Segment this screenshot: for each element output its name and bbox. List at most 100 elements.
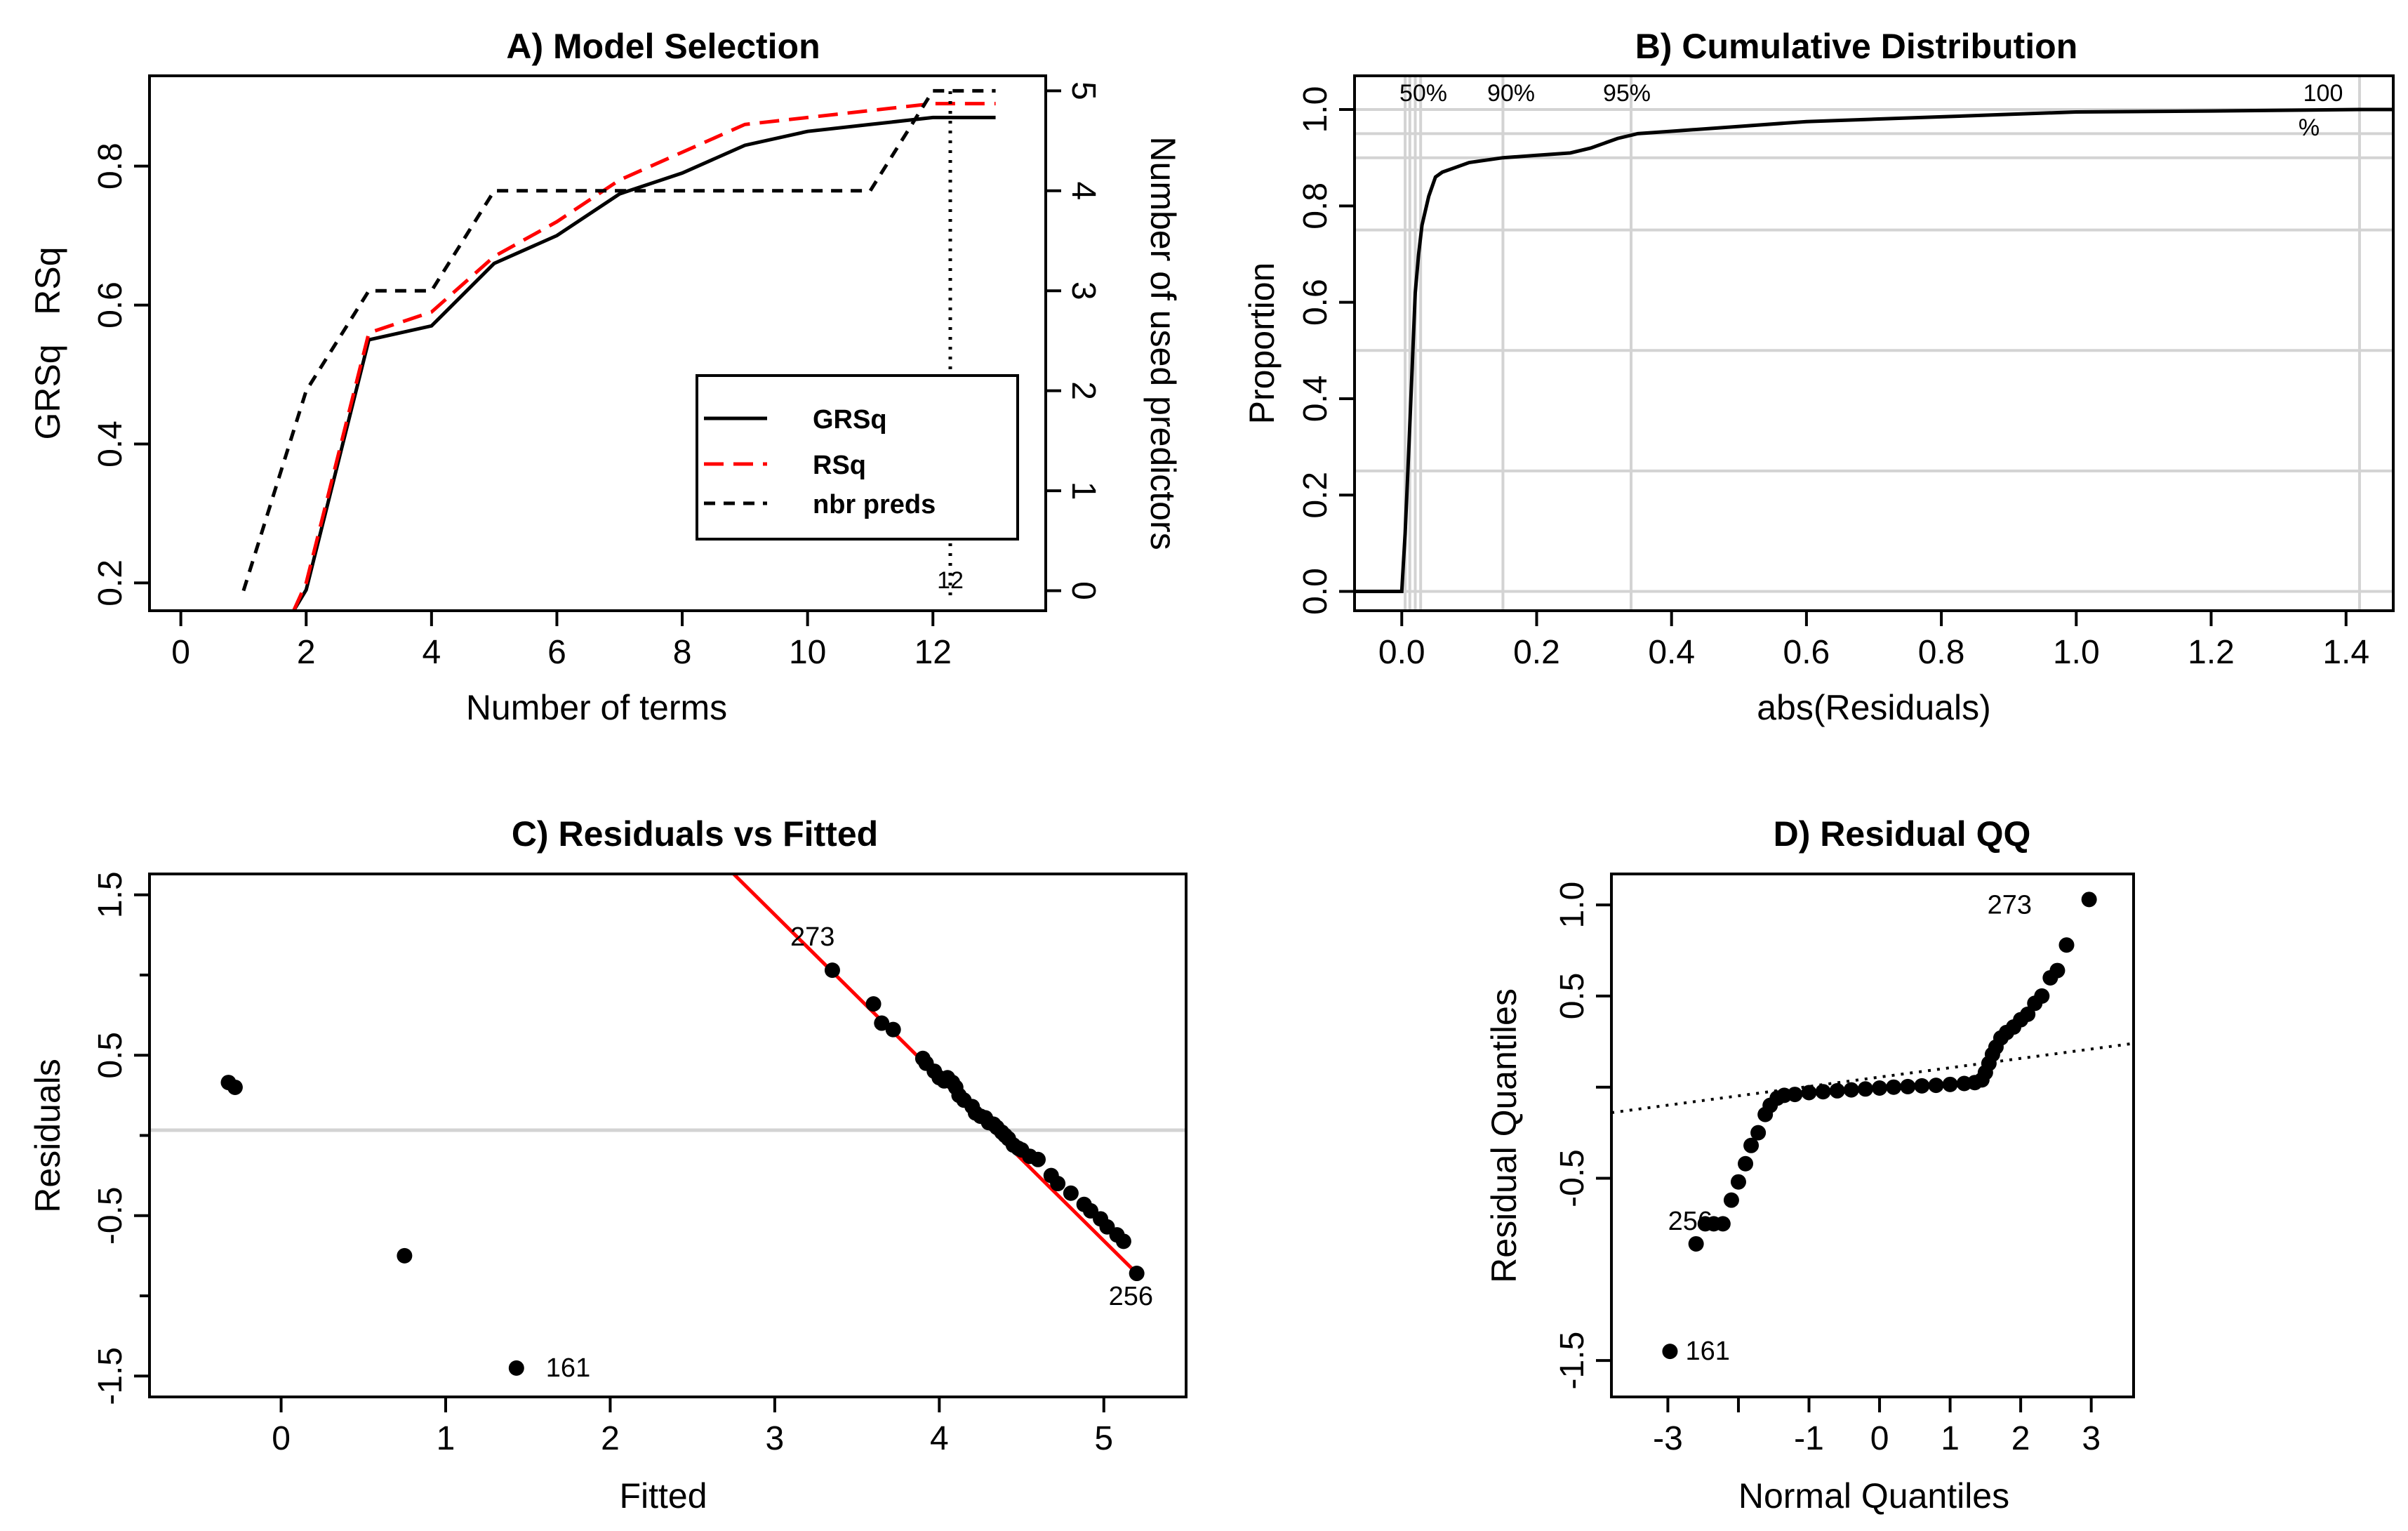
panel-a-legend: GRSq RSq nbr preds <box>696 374 1019 541</box>
panel-b-cdf-curve <box>1355 107 2393 594</box>
x-tick-label: 0.2 <box>1513 634 1560 671</box>
x-tick-label: 4 <box>423 634 441 671</box>
data-point <box>874 1015 890 1031</box>
data-point <box>1129 1266 1145 1282</box>
x-tick-label: 0.0 <box>1378 634 1425 671</box>
panel-d-title: D) Residual QQ <box>1774 814 2031 854</box>
y-tick-label: 0.8 <box>1297 183 1334 230</box>
panel-d-ylabel: Residual Quantiles <box>1484 988 1524 1283</box>
data-point <box>1942 1076 1958 1092</box>
y-tick-label: 0.5 <box>92 1032 129 1079</box>
x-tick-label: 0 <box>171 634 190 671</box>
y-tick-label: -0.5 <box>92 1186 129 1245</box>
data-point <box>397 1247 413 1264</box>
data-point <box>1115 1233 1131 1250</box>
x-tick-label: 1 <box>437 1420 455 1457</box>
y-tick-label: 0.6 <box>1297 279 1334 326</box>
data-point <box>1843 1082 1859 1098</box>
panel-a: A) Model Selection 0 2 4 6 8 10 120.20.40.60.8… <box>28 27 1183 727</box>
data-point <box>1914 1078 1930 1094</box>
x-tick-label: 4 <box>930 1420 949 1457</box>
x-tick-label: 2 <box>2011 1420 2030 1457</box>
panel-b-q100-pct-label: % <box>2299 114 2320 141</box>
legend-nbrpreds-label: nbr preds <box>813 490 936 519</box>
y-tick-label: 0.4 <box>92 420 129 468</box>
panel-b-q100-label: 100 <box>2303 80 2343 107</box>
y-tick-label: 0.4 <box>1297 376 1334 423</box>
data-point <box>1723 1192 1739 1208</box>
x-tick-label: 1.2 <box>2188 634 2235 671</box>
panel-b-q50-label: 50% <box>1399 80 1447 107</box>
x-tick-label: 0.4 <box>1648 634 1695 671</box>
x-tick-label: 1 <box>1941 1420 1960 1457</box>
legend-grsq-label: GRSq <box>813 405 887 435</box>
data-point <box>1815 1084 1831 1100</box>
panel-c-point-labels: 273 256 161 <box>546 922 1153 1383</box>
point-label: 273 <box>790 922 834 952</box>
y2-tick-label: 3 <box>1065 281 1102 300</box>
y-tick-label: 1.0 <box>1554 882 1591 929</box>
panel-b: B) Cumulative Distribution 0.0 0.2 0.4 0.6 0… <box>1242 27 2395 727</box>
panel-b-title: B) Cumulative Distribution <box>1635 27 2078 66</box>
panel-a-y2label: Number of used predictors <box>1143 136 1183 550</box>
panel-c-ylabel: Residuals <box>28 1059 67 1213</box>
x-tick-label: 12 <box>914 634 952 671</box>
data-point <box>2020 1006 2036 1022</box>
x-tick-label: -1 <box>1794 1420 1824 1457</box>
y-tick-label: 1.5 <box>92 871 129 918</box>
data-point <box>1872 1080 1888 1096</box>
x-tick-label: 2 <box>297 634 316 671</box>
y2-tick-label: 0 <box>1065 581 1102 600</box>
panel-d-points <box>1662 892 2097 1360</box>
y-tick-label: 0.2 <box>92 559 129 607</box>
data-point <box>1928 1078 1944 1094</box>
data-point <box>2058 937 2075 953</box>
panel-c-points <box>220 962 1145 1376</box>
y2-tick-label: 4 <box>1065 181 1102 200</box>
panel-a-title: A) Model Selection <box>506 27 820 66</box>
x-tick-label: 3 <box>2082 1420 2101 1457</box>
data-point <box>824 962 840 979</box>
y-tick-label: -0.5 <box>1554 1149 1591 1207</box>
x-tick-label: 0.6 <box>1783 634 1830 671</box>
panel-c: C) Residuals vs Fitted 0 1 2 3 4 5 -1.5 -0.5 0.5… <box>28 814 1188 1516</box>
data-point <box>1063 1185 1079 1201</box>
data-point <box>1750 1125 1767 1141</box>
panel-b-ylabel: Proportion <box>1242 263 1282 425</box>
x-tick-label: 6 <box>547 634 566 671</box>
data-point <box>1738 1155 1754 1172</box>
panel-a-series <box>241 88 996 612</box>
data-point <box>1050 1176 1066 1192</box>
y-tick-label: -1.5 <box>92 1347 129 1405</box>
data-point <box>1787 1087 1803 1103</box>
data-point <box>2034 988 2050 1004</box>
data-point <box>1743 1137 1760 1153</box>
panel-b-ticks: 0.0 0.2 0.4 0.6 0.8 1.0 1.2 1.4 0.0 0.2 0.4 0.6 0.8 1… <box>1297 86 2369 671</box>
point-label: 256 <box>1668 1207 1712 1236</box>
data-point <box>1688 1235 1704 1252</box>
data-point <box>2049 962 2066 979</box>
panel-a-ylabel: GRSq RSq <box>28 246 67 439</box>
y2-tick-label: 2 <box>1065 381 1102 400</box>
data-point <box>1801 1085 1817 1101</box>
data-point <box>2081 892 2097 908</box>
y-tick-label: 0.5 <box>1554 973 1591 1020</box>
y-tick-label: 0.6 <box>92 281 129 329</box>
panel-d-reference-line <box>1611 1042 2134 1115</box>
x-tick-label: 0 <box>272 1420 291 1457</box>
data-point <box>1715 1216 1731 1232</box>
x-tick-label: 8 <box>673 634 692 671</box>
point-label: 161 <box>546 1353 590 1383</box>
data-point <box>1829 1082 1845 1099</box>
x-tick-label: 1.4 <box>2322 634 2369 671</box>
y-tick-label: 1.0 <box>1297 86 1334 133</box>
x-tick-label: 5 <box>1094 1420 1113 1457</box>
y-tick-label: 0.8 <box>92 143 129 190</box>
legend-rsq-label: RSq <box>813 451 866 480</box>
data-point <box>1857 1081 1873 1097</box>
x-tick-label: 0.8 <box>1918 634 1965 671</box>
data-point <box>1900 1078 1916 1094</box>
panel-c-xlabel: Fitted <box>619 1476 707 1516</box>
